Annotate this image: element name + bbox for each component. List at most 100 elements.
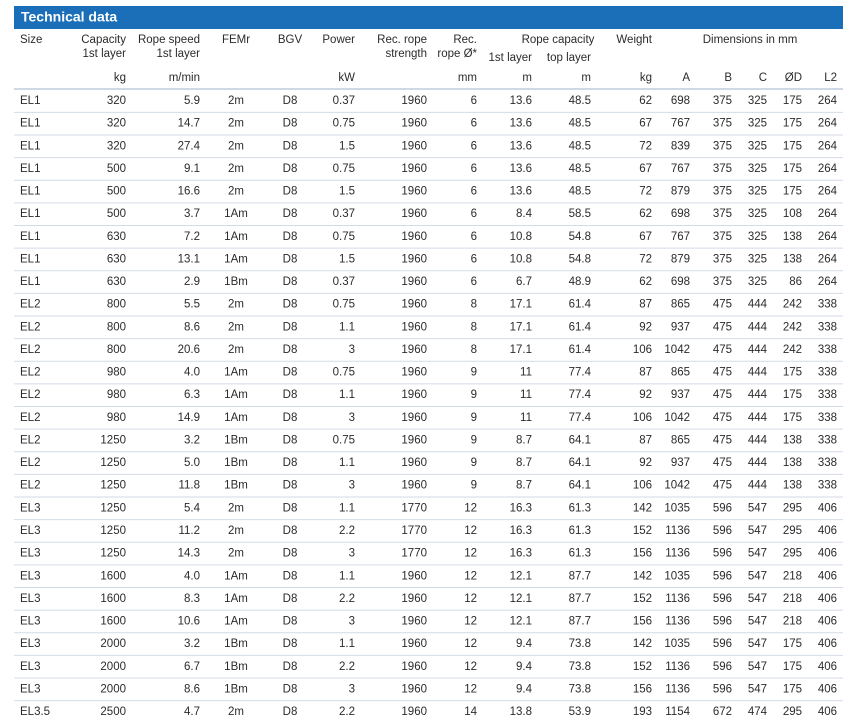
- data-cell: 406: [818, 706, 837, 718]
- data-cell: 61.3: [569, 525, 591, 537]
- data-cell: D8: [283, 253, 298, 265]
- data-cell: 596: [713, 616, 732, 628]
- data-cell: 1.1: [339, 502, 355, 514]
- data-cell: 672: [713, 706, 732, 718]
- data-cell: 10.6: [178, 616, 200, 628]
- data-cell: D8: [283, 344, 298, 356]
- data-cell: 61.4: [569, 344, 592, 356]
- data-cell: 9: [471, 480, 477, 492]
- data-cell: 54.8: [569, 231, 591, 243]
- data-cell: 630: [107, 253, 126, 265]
- data-cell: 1035: [664, 570, 690, 582]
- size-cell: EL3: [20, 616, 40, 628]
- size-cell: EL3: [20, 638, 40, 650]
- data-cell: 1Am: [224, 616, 248, 628]
- data-cell: 980: [107, 389, 126, 401]
- data-cell: 67: [639, 118, 652, 130]
- table-title: Technical data: [21, 9, 117, 25]
- size-cell: EL3: [20, 661, 40, 673]
- data-cell: 630: [107, 276, 126, 288]
- data-cell: 2m: [228, 706, 244, 718]
- data-cell: 175: [783, 661, 802, 673]
- data-cell: 375: [713, 253, 732, 265]
- data-cell: 325: [748, 276, 767, 288]
- data-cell: 92: [639, 457, 652, 469]
- column-header: Size: [20, 34, 42, 46]
- data-cell: 1960: [401, 683, 427, 695]
- data-cell: 6.7: [184, 661, 200, 673]
- data-cell: D8: [283, 593, 298, 605]
- data-cell: 1960: [401, 163, 427, 175]
- size-cell: EL2: [20, 389, 40, 401]
- data-cell: D8: [283, 321, 298, 333]
- data-cell: 0.75: [333, 231, 355, 243]
- data-cell: 1960: [401, 140, 427, 152]
- data-cell: 13.6: [510, 186, 532, 198]
- data-cell: 9.1: [184, 163, 200, 175]
- data-cell: 475: [713, 412, 732, 424]
- data-cell: 13.6: [510, 163, 532, 175]
- data-cell: 264: [818, 231, 838, 243]
- data-cell: 9.4: [516, 638, 533, 650]
- data-cell: D8: [283, 118, 298, 130]
- data-cell: 375: [713, 118, 732, 130]
- data-cell: 444: [748, 480, 768, 492]
- data-cell: 17.1: [510, 299, 532, 311]
- data-cell: 1960: [401, 457, 427, 469]
- data-cell: D8: [283, 367, 298, 379]
- data-cell: D8: [283, 570, 298, 582]
- data-cell: 1960: [401, 95, 427, 107]
- data-cell: 218: [783, 570, 802, 582]
- data-cell: 475: [713, 344, 732, 356]
- data-cell: 8: [471, 344, 477, 356]
- data-cell: 547: [748, 616, 767, 628]
- data-cell: 1.1: [339, 457, 355, 469]
- size-cell: EL2: [20, 457, 40, 469]
- data-cell: 1042: [664, 480, 690, 492]
- data-cell: 6: [471, 95, 477, 107]
- data-cell: D8: [283, 502, 298, 514]
- data-cell: 5.9: [184, 95, 200, 107]
- data-cell: 13.6: [510, 140, 532, 152]
- data-cell: 865: [671, 367, 690, 379]
- data-cell: 325: [748, 140, 767, 152]
- data-cell: 264: [818, 276, 838, 288]
- group-header: Rope capacity: [522, 34, 595, 46]
- data-cell: 596: [713, 570, 732, 582]
- data-cell: 87: [639, 367, 652, 379]
- data-cell: 9: [471, 367, 477, 379]
- data-cell: 2000: [100, 638, 126, 650]
- data-cell: 2m: [228, 502, 244, 514]
- data-cell: 475: [713, 367, 732, 379]
- data-cell: 5.5: [184, 299, 200, 311]
- size-cell: EL3: [20, 593, 40, 605]
- data-cell: 444: [748, 457, 768, 469]
- data-cell: D8: [283, 412, 298, 424]
- data-cell: 3: [349, 683, 355, 695]
- data-cell: 1960: [401, 389, 427, 401]
- data-cell: 879: [671, 186, 690, 198]
- size-cell: EL2: [20, 299, 40, 311]
- data-cell: 338: [818, 344, 837, 356]
- data-cell: 475: [713, 434, 732, 446]
- data-cell: 2.2: [339, 525, 355, 537]
- size-cell: EL3: [20, 683, 40, 695]
- data-cell: 48.5: [569, 95, 591, 107]
- data-cell: 138: [783, 231, 802, 243]
- data-cell: D8: [283, 638, 298, 650]
- data-cell: 1Bm: [224, 638, 248, 650]
- data-cell: 77.4: [569, 412, 592, 424]
- data-cell: 767: [671, 231, 690, 243]
- data-cell: 1Am: [224, 253, 248, 265]
- data-cell: 2m: [228, 299, 244, 311]
- data-cell: 2m: [228, 163, 244, 175]
- group-header: Dimensions in mm: [703, 34, 798, 46]
- data-cell: 4.0: [184, 367, 200, 379]
- data-cell: 475: [713, 299, 732, 311]
- data-cell: 475: [713, 480, 732, 492]
- data-cell: 375: [713, 163, 732, 175]
- data-cell: 6: [471, 163, 477, 175]
- data-cell: 86: [789, 276, 802, 288]
- data-cell: 338: [818, 367, 837, 379]
